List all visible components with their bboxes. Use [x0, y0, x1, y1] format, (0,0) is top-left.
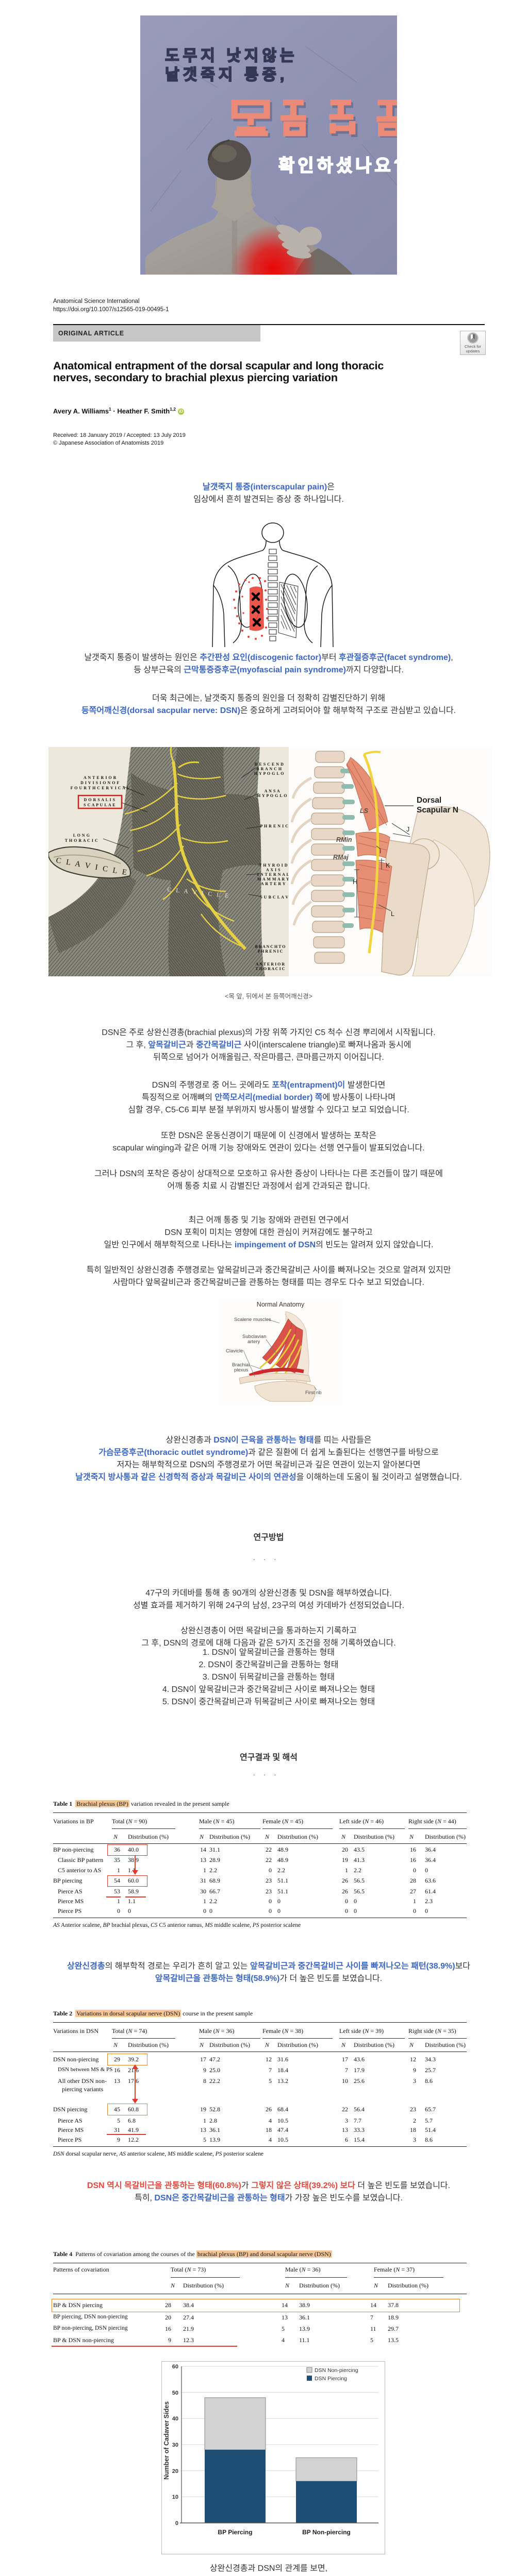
- svg-text:B R A N C H T O: B R A N C H T O: [255, 944, 285, 949]
- svg-text:BP Piercing: BP Piercing: [218, 2529, 252, 2536]
- svg-text:DSN Piercing: DSN Piercing: [315, 2376, 347, 2382]
- svg-text:Normal Anatomy: Normal Anatomy: [257, 1301, 305, 1308]
- svg-text:T H Y R O I D: T H Y R O I D: [259, 863, 288, 868]
- svg-text:DSN Non-piercing: DSN Non-piercing: [315, 2367, 358, 2374]
- svg-text:I: I: [380, 849, 381, 855]
- svg-text:0: 0: [175, 2520, 178, 2527]
- svg-text:M A M M A R Y: M A M M A R Y: [257, 877, 289, 882]
- svg-text:Dorsal: Dorsal: [417, 796, 441, 805]
- svg-text:Scalene muscles: Scalene muscles: [234, 1317, 271, 1323]
- svg-text:T H O R A C I C: T H O R A C I C: [256, 967, 285, 971]
- svg-text:A N T E R I O R: A N T E R I O R: [84, 775, 117, 780]
- svg-text:10: 10: [172, 2494, 178, 2500]
- svg-text:D O R S A L I S: D O R S A L I S: [84, 798, 115, 802]
- svg-text:artery: artery: [248, 1339, 260, 1345]
- svg-text:Number of Cadaver Sides: Number of Cadaver Sides: [163, 2401, 170, 2480]
- svg-text:60: 60: [172, 2364, 178, 2370]
- svg-text:P H R E N I C: P H R E N I C: [258, 949, 283, 954]
- svg-text:First rib: First rib: [305, 1390, 322, 1396]
- svg-text:B R A N C H: B R A N C H: [256, 767, 282, 771]
- svg-text:20: 20: [172, 2468, 178, 2475]
- svg-text:50: 50: [172, 2390, 178, 2396]
- svg-text:L O N G: L O N G: [73, 833, 90, 838]
- svg-text:30: 30: [172, 2442, 178, 2448]
- svg-text:RMin: RMin: [336, 836, 352, 843]
- svg-text:H: H: [353, 878, 357, 886]
- svg-text:A X I S: A X I S: [266, 868, 280, 872]
- svg-text:A N T E R I O R: A N T E R I O R: [256, 962, 285, 967]
- svg-text:RMaj: RMaj: [333, 854, 349, 861]
- svg-text:P H R E N I C: P H R E N I C: [260, 824, 289, 828]
- svg-text:BP Non-piercing: BP Non-piercing: [302, 2529, 351, 2536]
- svg-text:D I V I S I O N O F: D I V I S I O N O F: [80, 781, 120, 785]
- svg-text:A N S A: A N S A: [265, 789, 280, 793]
- svg-text:S C A P U L A E: S C A P U L A E: [84, 803, 116, 807]
- svg-text:S U B C L A V: S U B C L A V: [260, 895, 288, 900]
- svg-text:D E S C E N D: D E S C E N D: [255, 762, 284, 767]
- svg-text:Subclavian: Subclavian: [242, 1334, 266, 1340]
- svg-text:LS: LS: [360, 807, 369, 815]
- svg-text:K: K: [386, 862, 390, 869]
- svg-text:Brachial: Brachial: [232, 1362, 250, 1368]
- svg-text:T H O R A C I C: T H O R A C I C: [65, 838, 98, 843]
- svg-text:Scapular N: Scapular N: [417, 806, 458, 815]
- svg-text:H Y P O G L O: H Y P O G L O: [254, 771, 284, 776]
- svg-text:A R T E R Y: A R T E R Y: [261, 882, 286, 886]
- svg-text:L: L: [391, 910, 394, 918]
- svg-text:H Y P O G L O: H Y P O G L O: [257, 793, 287, 798]
- svg-text:plexus: plexus: [234, 1367, 249, 1373]
- svg-text:F O U R T H C E R V I C A L: F O U R T H C E R V I C A L: [71, 786, 130, 790]
- svg-text:40: 40: [172, 2416, 178, 2422]
- svg-text:J: J: [406, 826, 409, 833]
- svg-text:Clavicle: Clavicle: [226, 1348, 243, 1354]
- svg-text:I N T E R N A L: I N T E R N A L: [257, 872, 289, 877]
